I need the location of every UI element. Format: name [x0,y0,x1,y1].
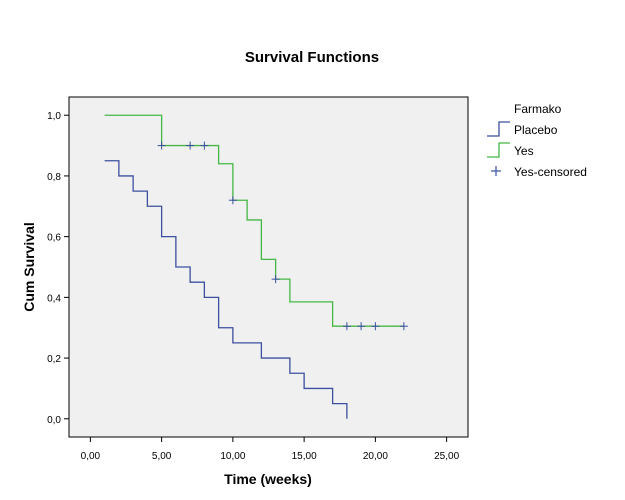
legend-entry-yes: Yes [487,142,534,158]
y-tick-label: 0,4 [47,293,61,304]
censor-mark [271,275,280,284]
x-tick-label: 5,00 [152,451,172,462]
y-tick-label: 1,0 [47,111,61,122]
censor-mark [371,322,380,331]
y-tick-label: 0,2 [47,354,61,365]
x-axis: 0,00 5,00 10,00 15,00 20,00 25,00 [81,437,460,462]
censor-mark [357,322,366,331]
chart-title: Survival Functions [245,49,379,66]
y-tick-label: 0,0 [47,415,61,426]
censor-mark [228,196,237,205]
series-line-placebo [104,160,348,419]
y-tick-label: 0,6 [47,233,61,244]
censor-mark [186,141,195,150]
censor-mark [200,141,209,150]
legend: Farmako Placebo Yes Yes-censored [487,102,587,179]
x-tick-label: 15,00 [292,451,317,462]
y-tick-label: 0,8 [47,172,61,183]
censor-mark [157,141,166,150]
legend-label: Yes [514,144,534,158]
x-axis-label: Time (weeks) [224,471,312,487]
x-tick-label: 0,00 [81,451,101,462]
y-axis-label: Cum Survival [21,222,37,311]
censored-marks [157,141,408,331]
x-tick-label: 20,00 [363,451,388,462]
censor-mark [342,322,351,331]
y-axis: 0,0 0,2 0,4 0,6 0,8 1,0 [47,111,69,426]
series-layer [104,114,404,419]
censor-mark [399,322,408,331]
x-tick-label: 10,00 [220,451,245,462]
legend-entry-yes-censored: Yes-censored [491,165,587,179]
x-tick-label: 25,00 [434,451,459,462]
legend-label: Placebo [514,123,558,137]
legend-step-swatch [487,121,510,137]
plot-area [68,96,469,438]
legend-label: Yes-censored [514,165,587,179]
legend-step-swatch [487,142,510,158]
legend-entry-placebo: Placebo [487,121,558,137]
legend-title: Farmako [514,102,562,116]
series-line-yes [104,114,404,327]
